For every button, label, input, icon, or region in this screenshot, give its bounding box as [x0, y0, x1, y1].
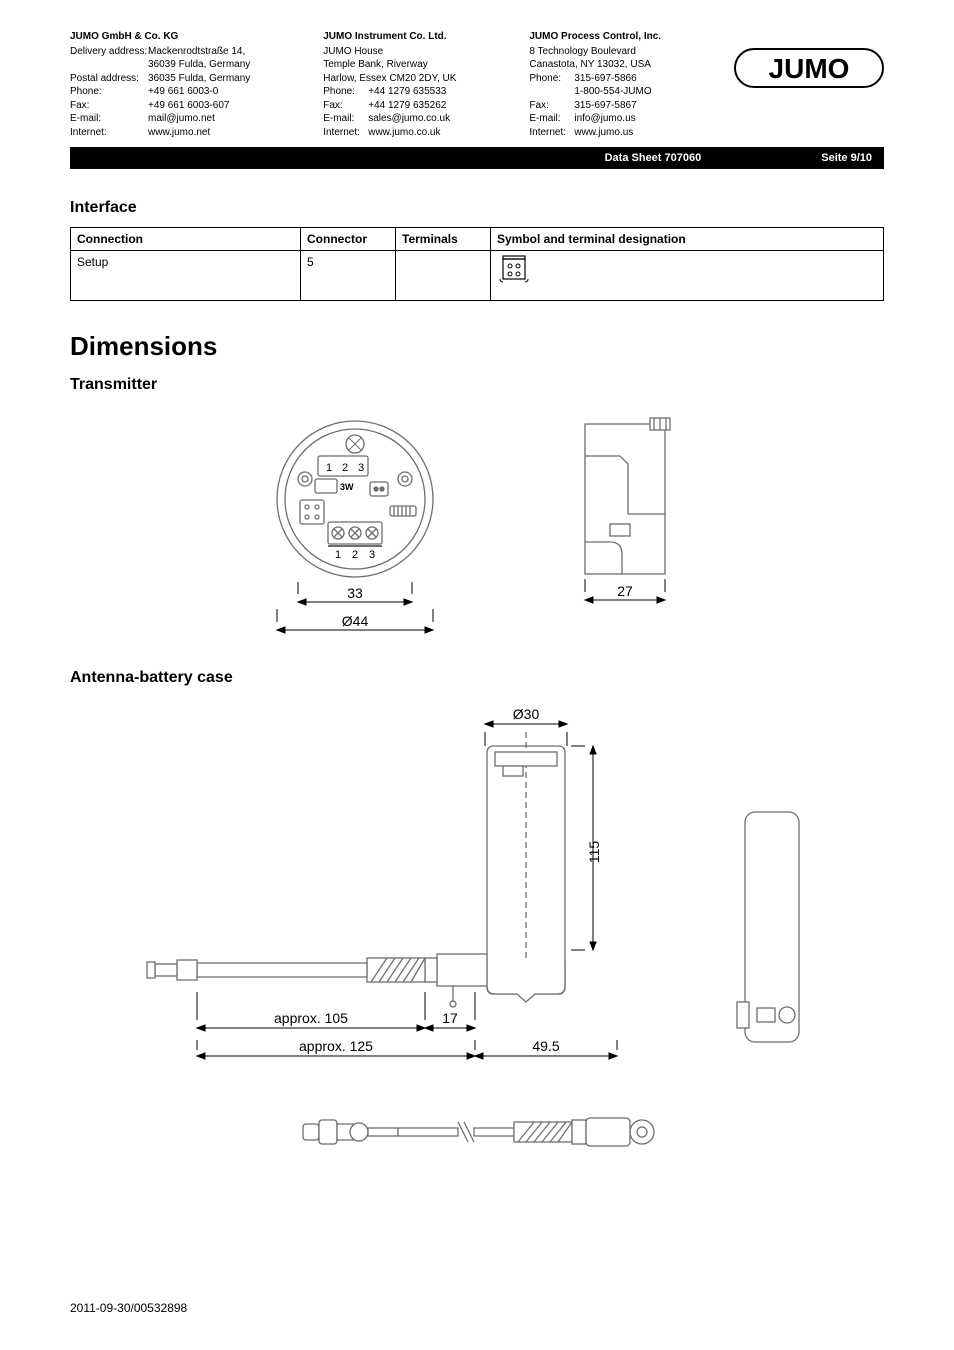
interface-heading: Interface [70, 199, 884, 217]
transmitter-front-diagram: 1 2 3 3W [250, 414, 470, 649]
svg-text:3: 3 [358, 462, 364, 474]
antenna-heading: Antenna-battery case [70, 669, 884, 687]
svg-text:1: 1 [326, 462, 332, 474]
page-footer: 2011-09-30/00532898 [70, 1301, 187, 1315]
svg-text:115: 115 [586, 841, 602, 864]
td-symbol [491, 251, 884, 301]
jumo-logo: JUMO [734, 48, 884, 93]
td-connector: 5 [301, 251, 396, 301]
svg-text:2: 2 [342, 462, 348, 474]
th-terminals: Terminals [396, 228, 491, 251]
td-connection: Setup [71, 251, 301, 301]
antenna-end-diagram [727, 802, 817, 1082]
svg-text:17: 17 [442, 1010, 458, 1026]
dimensions-heading: Dimensions [70, 331, 884, 362]
page-content: Interface Connection Connector Terminals… [70, 199, 884, 1162]
page-number: Seite 9/10 [821, 152, 872, 164]
title-bar: Data Sheet 707060 Seite 9/10 [70, 147, 884, 169]
svg-text:JUMO: JUMO [769, 53, 850, 84]
svg-text:Ø44: Ø44 [342, 613, 369, 629]
antenna-bottom-diagram [297, 1102, 657, 1162]
svg-text:27: 27 [617, 583, 633, 599]
datasheet-number: Data Sheet 707060 [605, 152, 702, 164]
th-connection: Connection [71, 228, 301, 251]
td-terminals [396, 251, 491, 301]
page-header: JUMO GmbH & Co. KG Delivery address:Mack… [70, 30, 884, 139]
address-block-us: JUMO Process Control, Inc. 8 Technology … [529, 30, 661, 139]
th-symbol: Symbol and terminal designation [491, 228, 884, 251]
svg-text:3W: 3W [340, 482, 354, 492]
address-block-de: JUMO GmbH & Co. KG Delivery address:Mack… [70, 30, 250, 139]
svg-text:Ø30: Ø30 [513, 706, 540, 722]
transmitter-side-diagram: 27 [550, 414, 710, 624]
svg-text:49.5: 49.5 [532, 1038, 559, 1054]
antenna-side-diagram: Ø30 [137, 702, 657, 1082]
connector-symbol-icon [497, 255, 531, 283]
svg-text:33: 33 [347, 585, 363, 601]
antenna-diagrams: Ø30 [70, 702, 884, 1082]
company-name: JUMO GmbH & Co. KG [70, 30, 250, 44]
th-connector: Connector [301, 228, 396, 251]
address-block-uk: JUMO Instrument Co. Ltd. JUMO House Temp… [323, 30, 456, 139]
svg-text:1: 1 [335, 549, 341, 561]
company-name: JUMO Process Control, Inc. [529, 30, 661, 44]
antenna-bottom-diagram-wrap [70, 1102, 884, 1162]
svg-text:3: 3 [369, 549, 375, 561]
transmitter-heading: Transmitter [70, 376, 884, 394]
svg-text:approx. 125: approx. 125 [299, 1038, 373, 1054]
svg-text:approx. 105: approx. 105 [274, 1010, 348, 1026]
company-name: JUMO Instrument Co. Ltd. [323, 30, 456, 44]
transmitter-diagrams: 1 2 3 3W [250, 414, 884, 649]
interface-table: Connection Connector Terminals Symbol an… [70, 227, 884, 301]
svg-text:2: 2 [352, 549, 358, 561]
